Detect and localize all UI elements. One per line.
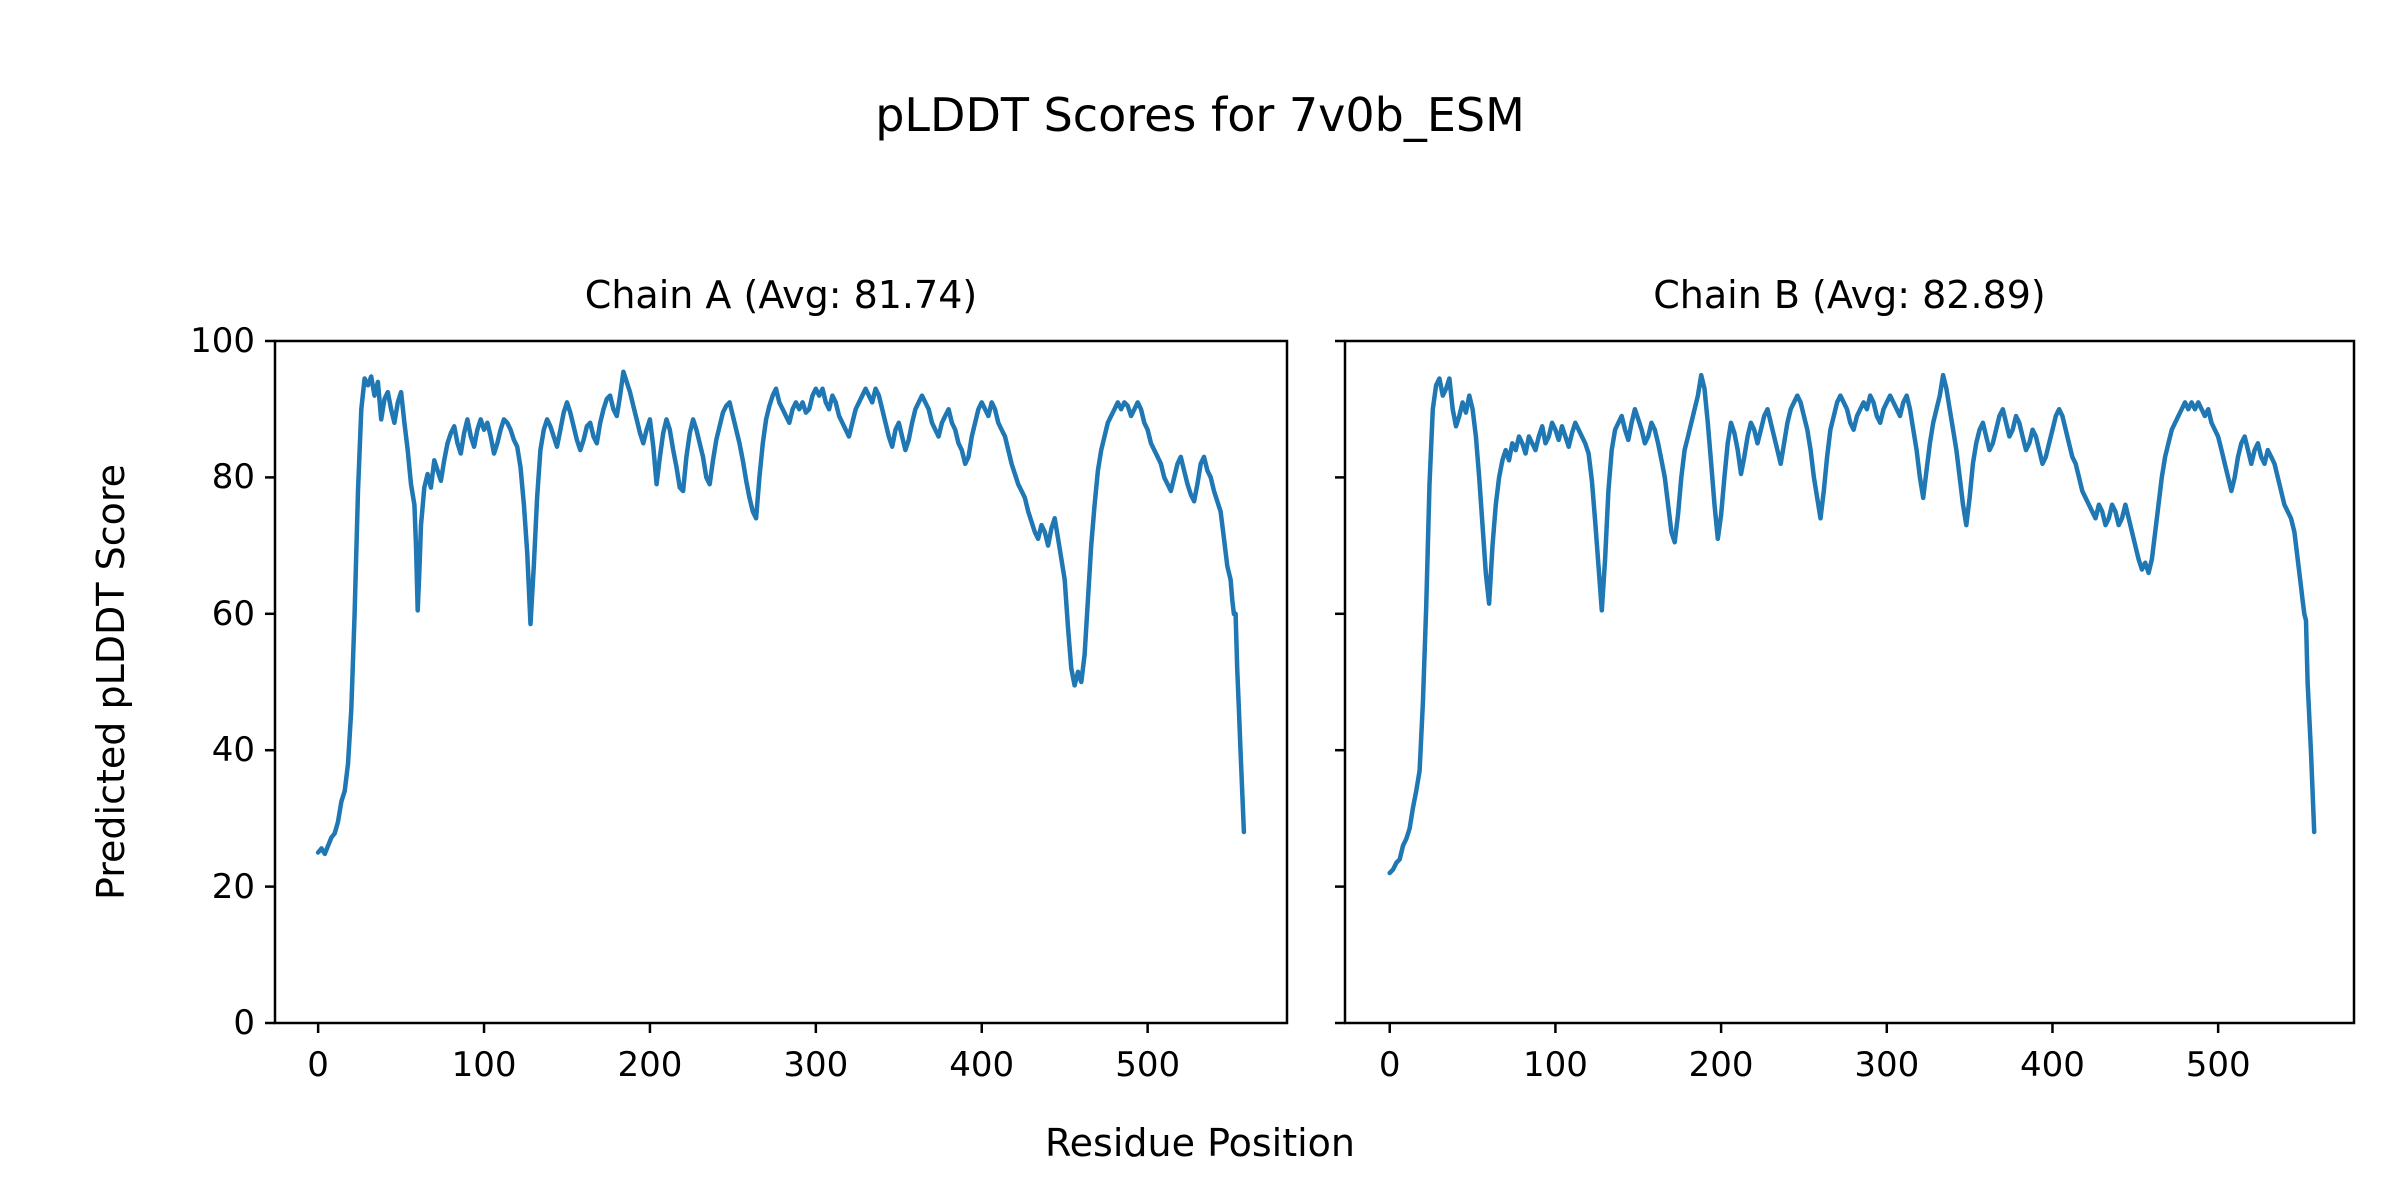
chain-a-title: Chain A (Avg: 81.74) <box>584 273 978 317</box>
x-axis-label: Residue Position <box>1044 1121 1356 1165</box>
y-tick-label: 20 <box>211 866 255 907</box>
x-tick-label: 300 <box>1854 1045 1920 1085</box>
x-tick-label: 0 <box>307 1045 329 1085</box>
tick-marks <box>1335 339 2220 1033</box>
chain-a-plot-canvas <box>265 339 1289 1033</box>
x-tick-label: 200 <box>617 1045 683 1085</box>
y-tick-label: 100 <box>190 321 255 361</box>
x-tick-label: 100 <box>1522 1045 1588 1085</box>
plddt-line-chain-b <box>1387 372 2317 876</box>
x-tick-label: 400 <box>949 1045 1015 1085</box>
x-tick-label: 500 <box>1115 1045 1181 1085</box>
y-tick-label: 40 <box>211 730 255 771</box>
y-tick-label: 0 <box>233 1003 255 1043</box>
axes-frame <box>273 339 1289 1025</box>
chain-b-title: Chain B (Avg: 82.89) <box>1653 273 2046 317</box>
chain-b-plot: 0 100 200 300 400 500 <box>1335 339 2356 1082</box>
x-tick-label: 200 <box>1688 1045 1754 1085</box>
y-axis-label: Predicted pLDDT Score <box>89 464 133 900</box>
x-tick-label: 100 <box>451 1045 517 1085</box>
tick-marks <box>265 339 1149 1033</box>
chain-a-plot: 0 100 200 300 400 500 <box>265 339 1289 1082</box>
x-tick-label: 0 <box>1378 1045 1401 1085</box>
chain-b-plot-canvas <box>1335 339 2356 1033</box>
y-tick-label: 60 <box>211 593 255 634</box>
axes-frame <box>1343 339 2356 1025</box>
x-tick-label: 500 <box>2185 1045 2251 1085</box>
plddt-line-chain-a <box>315 369 1247 857</box>
figure-title: pLDDT Scores for 7v0b_ESM <box>875 88 1525 142</box>
x-tick-label: 400 <box>2020 1045 2085 1085</box>
x-tick-label: 300 <box>783 1045 849 1085</box>
y-tick-label: 80 <box>211 457 255 498</box>
